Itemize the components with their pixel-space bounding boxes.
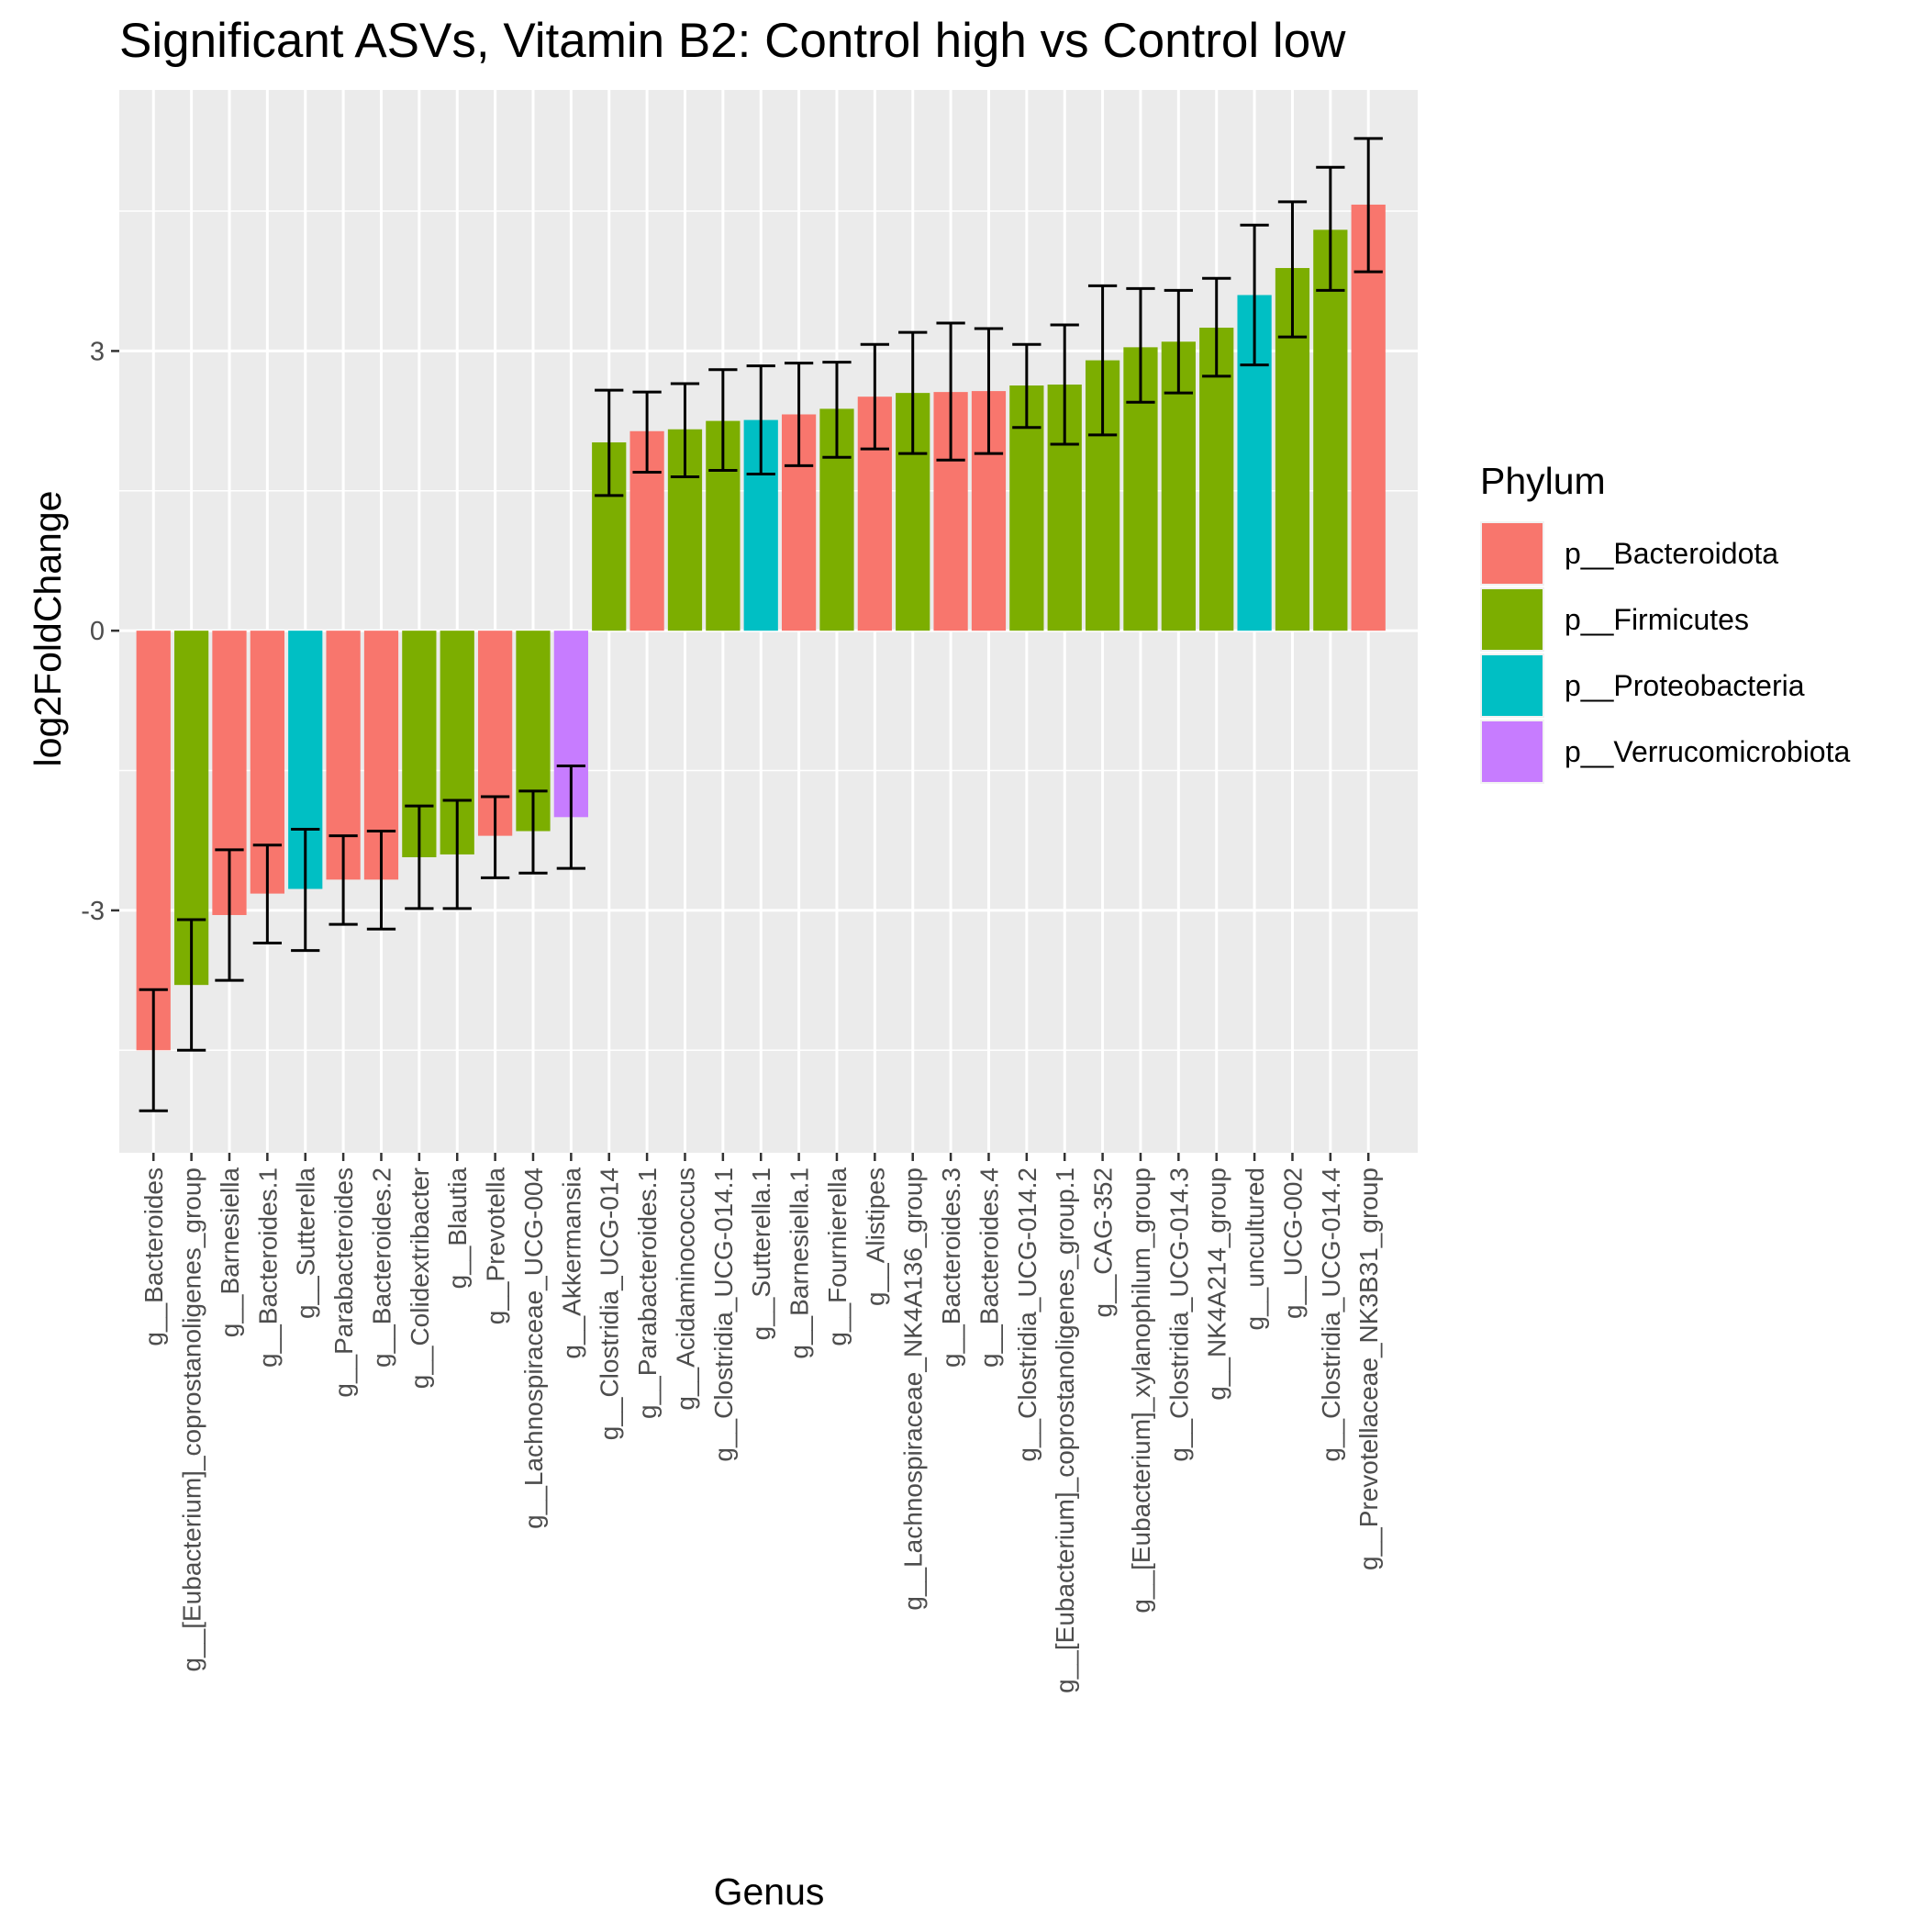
x-tick-label: g__Akkermansia (557, 1167, 585, 1359)
x-tick-label: g__Prevotellaceae_NK3B31_group (1354, 1167, 1383, 1570)
error-bar (822, 361, 852, 459)
legend-swatch (1482, 589, 1543, 650)
error-bar (1240, 223, 1269, 367)
legend-label: p__Proteobacteria (1565, 669, 1805, 702)
error-bar (1126, 286, 1155, 404)
legend-item: p__Verrucomicrobiota (1480, 720, 1850, 784)
y-axis: -3 0 3 (81, 337, 119, 926)
x-tick-label: g__Bacteroides.2 (367, 1167, 395, 1368)
error-bar (1164, 288, 1193, 395)
x-tick-label: g__Lachnospiraceae_NK4A136_group (899, 1167, 928, 1611)
error-bar (291, 828, 320, 953)
error-bar (215, 848, 244, 982)
error-bar (708, 368, 738, 472)
legend-title: Phylum (1480, 460, 1606, 502)
error-bar (898, 330, 928, 455)
legend-item: p__Proteobacteria (1480, 653, 1805, 718)
error-bar (518, 789, 548, 875)
x-tick-label: g__Barnesiella (216, 1167, 244, 1338)
x-tick-label: g__CAG-352 (1089, 1167, 1118, 1317)
chart-title: Significant ASVs, Vitamin B2: Control hi… (119, 14, 1346, 68)
legend-label: p__Bacteroidota (1565, 537, 1778, 570)
legend-swatch (1482, 721, 1543, 782)
x-tick-label: g__UCG-002 (1278, 1167, 1307, 1319)
error-bar (252, 843, 282, 944)
legend-label: p__Verrucomicrobiota (1565, 735, 1850, 768)
error-bars-group (139, 137, 1383, 1112)
error-bar (1202, 276, 1231, 378)
x-tick-label: g__Bacteroides (139, 1167, 168, 1346)
error-bar (329, 834, 358, 926)
error-bar (670, 382, 700, 479)
x-axis: g__Bacteroides g__[Eubacterium]_coprostan… (139, 1153, 1383, 1693)
error-bar (556, 764, 585, 870)
x-tick-label: g__Clostridia_UCG-014.4 (1317, 1167, 1345, 1462)
x-tick-label: g__Lachnospiraceae_UCG-004 (519, 1167, 548, 1529)
x-tick-label: g__Parabacteroides.1 (633, 1167, 662, 1419)
bar (1199, 328, 1234, 631)
error-bar (746, 364, 775, 476)
error-bar (1050, 323, 1079, 446)
x-tick-label: g__Sutterella.1 (747, 1167, 775, 1340)
x-tick-label: g__Sutterella (292, 1167, 320, 1319)
error-bar (480, 795, 510, 879)
error-bar (1353, 137, 1383, 274)
x-axis-title: Genus (714, 1871, 825, 1913)
x-tick-label: g__Barnesiella.1 (785, 1167, 814, 1359)
legend-swatch (1482, 523, 1543, 584)
legend-item: p__Firmicutes (1480, 587, 1749, 652)
y-axis-title: log2FoldChange (27, 491, 69, 767)
x-tick-label: g__Fournierella (823, 1167, 852, 1346)
x-tick-label: g__NK4A214_group (1203, 1167, 1231, 1401)
x-tick-label: g__Acidaminococcus (671, 1167, 699, 1411)
x-tick-label: g__Blautia (443, 1167, 472, 1290)
error-bar (974, 327, 1004, 455)
x-tick-label: g__Alistipes (861, 1167, 889, 1306)
error-bar (176, 918, 206, 1052)
error-bar (860, 342, 889, 451)
x-tick-label: g__Bacteroides.4 (975, 1167, 1003, 1368)
x-tick-label: g__Bacteroides.1 (253, 1167, 282, 1368)
y-tick-label: 0 (90, 617, 105, 646)
error-bar (1277, 200, 1308, 339)
legend-item: p__Bacteroidota (1480, 521, 1778, 586)
x-tick-label: g__Parabacteroides (329, 1167, 358, 1398)
x-tick-label: g__Clostridia_UCG-014.2 (1013, 1167, 1041, 1462)
x-tick-label: g__[Eubacterium]_coprostanoligenes_group… (1051, 1167, 1079, 1693)
error-bar (405, 804, 434, 910)
error-bar (1012, 342, 1041, 430)
x-tick-label: g__Clostridia_UCG-014.3 (1164, 1167, 1193, 1462)
error-bar (1316, 165, 1345, 292)
legend-swatch (1482, 655, 1543, 716)
x-tick-label: g__Bacteroides.3 (937, 1167, 965, 1368)
bar (1351, 204, 1386, 631)
x-tick-label: g__[Eubacterium]_xylanophilum_group (1127, 1167, 1155, 1614)
bar (1313, 229, 1348, 631)
error-bar (936, 321, 965, 462)
x-tick-label: g__Colidextribacter (406, 1167, 434, 1389)
x-tick-label: g__Prevotella (482, 1167, 510, 1325)
error-bar (595, 388, 624, 497)
x-tick-label: g__Clostridia_UCG-014 (596, 1167, 624, 1440)
error-bar (442, 798, 472, 910)
legend-label: p__Firmicutes (1565, 603, 1749, 636)
error-bar (1087, 284, 1118, 437)
error-bar (784, 362, 814, 467)
error-bar (632, 390, 662, 474)
y-tick-label: 3 (90, 337, 105, 366)
x-tick-label: g__[Eubacterium]_coprostanoligenes_group (178, 1167, 206, 1672)
x-tick-label: g__Clostridia_UCG-014.1 (709, 1167, 738, 1462)
y-tick-label: -3 (81, 897, 105, 926)
x-tick-label: g__uncultured (1241, 1167, 1269, 1330)
error-bar (139, 988, 168, 1112)
bar (136, 631, 171, 1051)
legend: Phylum p__Bacteroidota p__Firmicutes p__Pro… (1480, 460, 1850, 784)
error-bar (366, 830, 396, 931)
